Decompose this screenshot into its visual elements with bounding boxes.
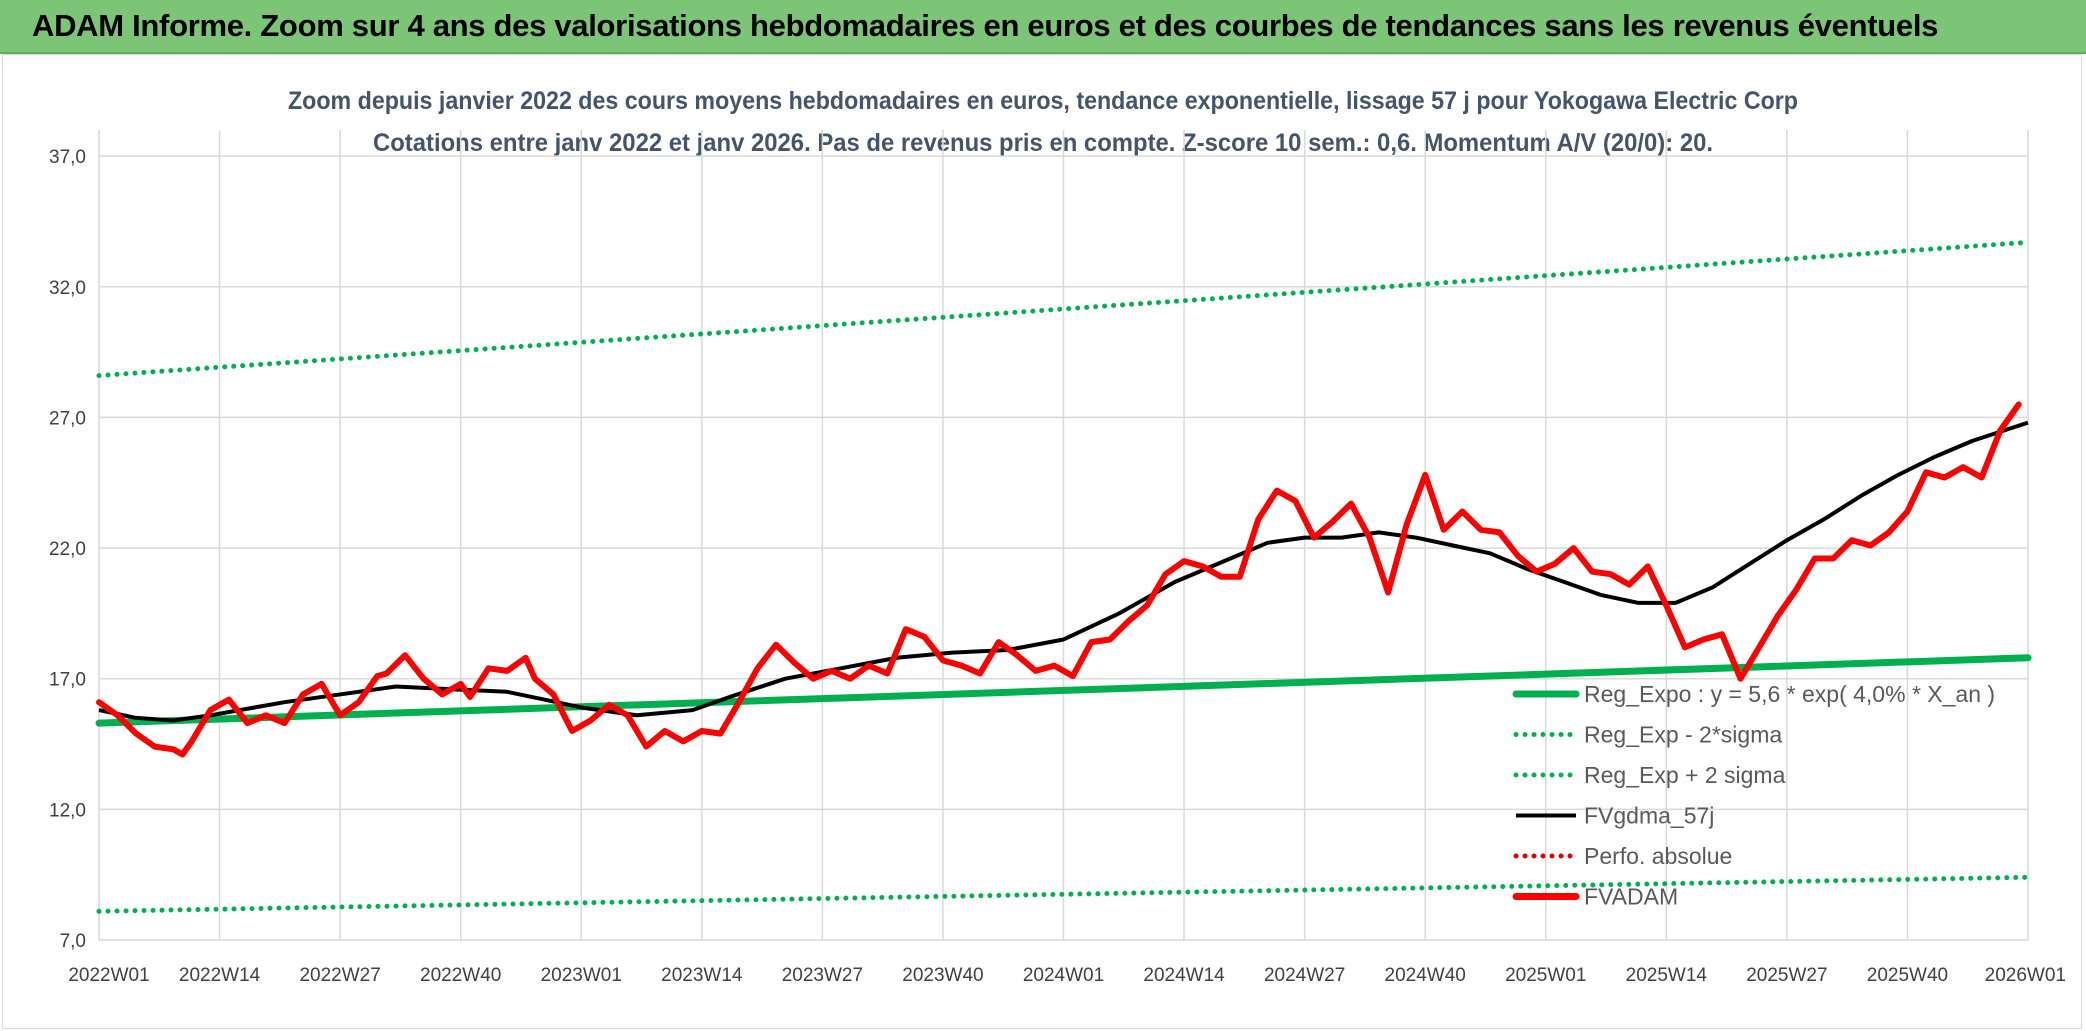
legend-entry: Perfo. absolue: [1513, 843, 1732, 869]
x-tick-label: 2022W27: [299, 965, 380, 986]
x-tick-label: 2024W14: [1143, 965, 1225, 986]
x-tick-label: 2025W01: [1505, 965, 1586, 986]
legend-entry: Reg_Exp - 2*sigma: [1513, 722, 1782, 748]
x-tick-label: 2024W40: [1385, 965, 1466, 986]
x-tick-label: 2022W40: [420, 965, 501, 986]
y-tick-label: 12,0: [49, 800, 86, 821]
legend-label: FVgdma_57j: [1584, 803, 1714, 829]
legend-entry: Reg_Expo : y = 5,6 * exp( 4,0% * X_an ): [1512, 681, 1995, 707]
chart-subtitle: Cotations entre janv 2022 et janv 2026. …: [373, 129, 1713, 157]
legend-entry: FVgdma_57j: [1516, 803, 1714, 829]
x-tick-label: 2022W01: [68, 965, 149, 986]
y-tick-label: 37,0: [49, 147, 86, 168]
x-tick-label: 2025W14: [1626, 965, 1708, 986]
series-line-5: [96, 401, 2022, 758]
legend-label: Perfo. absolue: [1584, 843, 1732, 869]
legend-label: Reg_Expo : y = 5,6 * exp( 4,0% * X_an ): [1584, 681, 1995, 707]
x-tick-label: 2023W40: [902, 965, 983, 986]
report-title: ADAM Informe. Zoom sur 4 ans des valoris…: [32, 8, 1939, 43]
x-tick-label: 2023W14: [661, 965, 743, 986]
series-line-3: [98, 420, 2029, 723]
x-tick-label: 2025W27: [1746, 965, 1827, 986]
x-tick-label: 2023W27: [782, 965, 863, 986]
series-line-2: [96, 239, 2031, 379]
x-tick-label: 2025W40: [1867, 965, 1948, 986]
x-tick-label: 2024W01: [1023, 965, 1104, 986]
y-tick-label: 7,0: [60, 931, 86, 952]
y-tick-label: 17,0: [49, 670, 86, 691]
y-tick-label: 22,0: [49, 539, 86, 560]
chart-title: Zoom depuis janvier 2022 des cours moyen…: [288, 87, 1798, 115]
x-tick-label: 2026W01: [1985, 965, 2066, 986]
y-tick-label: 27,0: [49, 408, 86, 429]
series-line-1: [96, 874, 2031, 914]
legend-label: Reg_Exp + 2 sigma: [1584, 762, 1786, 788]
x-tick-label: 2024W27: [1264, 965, 1345, 986]
legend-label: Reg_Exp - 2*sigma: [1584, 722, 1782, 748]
series-line-0: [95, 654, 2032, 727]
legend-entry: Reg_Exp + 2 sigma: [1513, 762, 1786, 788]
x-tick-label: 2023W01: [541, 965, 622, 986]
legend-entry: FVADAM: [1512, 884, 1678, 910]
chart-frame: [2, 54, 2082, 1029]
y-tick-label: 32,0: [49, 278, 86, 299]
report-banner: ADAM Informe. Zoom sur 4 ans des valoris…: [0, 0, 2086, 54]
legend-label: FVADAM: [1584, 884, 1678, 910]
x-tick-label: 2022W14: [179, 965, 261, 986]
